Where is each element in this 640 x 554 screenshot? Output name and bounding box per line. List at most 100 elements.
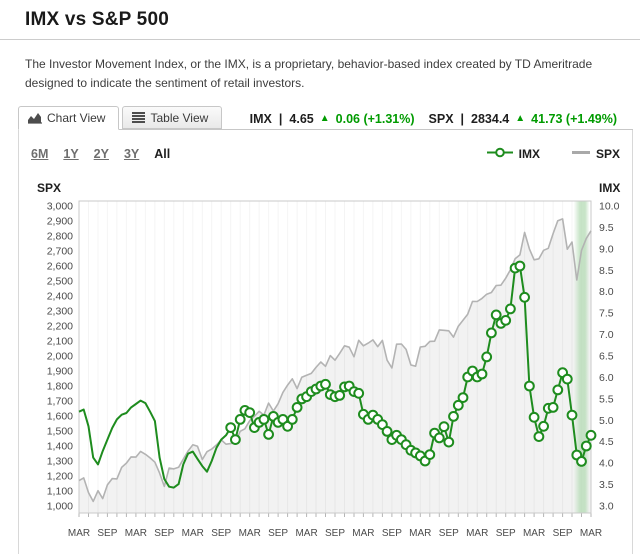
svg-text:SEP: SEP — [268, 528, 288, 539]
imx-vs-spx-chart[interactable]: 3,000 2,900 2,800 2,700 2,600 2,500 2,400 2,300… — [19, 179, 635, 554]
svg-text:2,800: 2,800 — [47, 231, 73, 243]
svg-text:1,500: 1,500 — [47, 426, 73, 438]
svg-text:4.0: 4.0 — [599, 458, 614, 470]
spx-line-series — [78, 218, 592, 503]
svg-text:5.5: 5.5 — [599, 393, 614, 405]
svg-text:MAR: MAR — [239, 528, 261, 539]
range-2y[interactable]: 2Y — [93, 147, 109, 161]
tab-table-view-label: Table View — [150, 110, 209, 125]
range-1y[interactable]: 1Y — [63, 147, 79, 161]
spx-change: 41.73 (+1.49%) — [531, 112, 617, 126]
svg-text:6.5: 6.5 — [599, 351, 614, 363]
tab-table-view[interactable]: Table View — [122, 106, 223, 129]
svg-text:1,200: 1,200 — [47, 471, 73, 483]
svg-text:SEP: SEP — [439, 528, 459, 539]
spx-symbol: SPX — [428, 112, 454, 126]
svg-text:MAR: MAR — [409, 528, 431, 539]
svg-text:9.0: 9.0 — [599, 243, 614, 255]
svg-text:SEP: SEP — [211, 528, 231, 539]
svg-text:1,800: 1,800 — [47, 381, 73, 393]
range-selector: 6M 1Y 2Y 3Y All — [31, 147, 185, 161]
svg-text:2,700: 2,700 — [47, 246, 73, 258]
right-axis-title: IMX — [599, 181, 620, 195]
spx-line-icon — [571, 147, 590, 161]
range-all[interactable]: All — [154, 147, 171, 161]
title-divider — [0, 39, 640, 40]
svg-text:10.0: 10.0 — [599, 201, 620, 213]
svg-text:7.5: 7.5 — [599, 308, 614, 320]
svg-text:MAR: MAR — [466, 528, 488, 539]
svg-text:1,100: 1,100 — [47, 486, 73, 498]
svg-text:SEP: SEP — [382, 528, 402, 539]
chart-widget: Chart View Table View IMX | 4.65 ▲ 0.06 (+… — [18, 106, 633, 554]
svg-text:2,900: 2,900 — [47, 216, 73, 228]
svg-text:MAR: MAR — [295, 528, 317, 539]
spx-area — [79, 218, 591, 513]
left-axis-title: SPX — [37, 181, 61, 195]
svg-text:4.5: 4.5 — [599, 436, 614, 448]
svg-text:MAR: MAR — [352, 528, 374, 539]
imx-markers[interactable] — [225, 260, 597, 467]
separator: | — [460, 112, 465, 126]
plot-border — [78, 200, 592, 514]
svg-text:1,400: 1,400 — [47, 441, 73, 453]
legend-spx[interactable]: SPX — [571, 147, 620, 161]
svg-text:2,400: 2,400 — [47, 291, 73, 303]
svg-text:8.0: 8.0 — [599, 286, 614, 298]
svg-text:7.0: 7.0 — [599, 329, 614, 341]
svg-text:MAR: MAR — [523, 528, 545, 539]
svg-text:3.5: 3.5 — [599, 479, 614, 491]
svg-text:1,600: 1,600 — [47, 411, 73, 423]
page-description: The Investor Movement Index, or the IMX,… — [25, 57, 593, 90]
imx-change: 0.06 (+1.31%) — [335, 112, 415, 126]
range-3y[interactable]: 3Y — [123, 147, 140, 161]
svg-text:3.0: 3.0 — [599, 501, 614, 513]
svg-text:2,000: 2,000 — [47, 351, 73, 363]
svg-text:MAR: MAR — [182, 528, 204, 539]
table-rows-icon — [132, 112, 146, 123]
separator: | — [278, 112, 283, 126]
spx-value: 2834.4 — [471, 112, 510, 126]
svg-text:3,000: 3,000 — [47, 201, 73, 213]
svg-text:1,000: 1,000 — [47, 501, 73, 513]
chart-panel: 6M 1Y 2Y 3Y All IMX SPX — [18, 130, 633, 554]
svg-text:1,300: 1,300 — [47, 456, 73, 468]
right-axis-labels: 10.0 9.5 9.0 8.5 8.0 7.5 7.0 6.5 6.0 5.5 5.0 4.5 4.0… — [599, 201, 620, 513]
imx-value: 4.65 — [289, 112, 314, 126]
svg-text:SEP: SEP — [553, 528, 573, 539]
legend-imx-label: IMX — [518, 147, 540, 161]
svg-text:2,100: 2,100 — [47, 336, 73, 348]
tab-chart-view-label: Chart View — [47, 111, 106, 125]
svg-text:8.5: 8.5 — [599, 265, 614, 277]
legend-spx-label: SPX — [595, 147, 620, 161]
svg-text:5.0: 5.0 — [599, 415, 614, 427]
svg-text:2,600: 2,600 — [47, 261, 73, 273]
svg-text:2,300: 2,300 — [47, 306, 73, 318]
quote-bar: IMX | 4.65 ▲ 0.06 (+1.31%) SPX | 2834.4 ▲ 41… — [250, 112, 633, 129]
tab-chart-view[interactable]: Chart View — [18, 106, 120, 130]
imx-line-marker-icon — [486, 147, 513, 161]
range-6m[interactable]: 6M — [31, 147, 49, 161]
svg-text:2,200: 2,200 — [47, 321, 73, 333]
svg-text:SEP: SEP — [97, 528, 117, 539]
svg-text:9.5: 9.5 — [599, 222, 614, 234]
chart-plot-area[interactable]: 3,000 2,900 2,800 2,700 2,600 2,500 2,400 2,300… — [19, 179, 635, 554]
x-axis-labels: MAR SEP MAR SEP MAR SEP MAR SEP MAR SEP MAR SEP MAR S… — [68, 528, 602, 539]
imx-symbol: IMX — [249, 112, 272, 126]
svg-text:SEP: SEP — [496, 528, 516, 539]
legend-imx[interactable]: IMX — [486, 147, 540, 161]
svg-text:MAR: MAR — [125, 528, 147, 539]
left-axis-labels: 3,000 2,900 2,800 2,700 2,600 2,500 2,400 2,300… — [47, 201, 73, 513]
svg-text:MAR: MAR — [580, 528, 602, 539]
page-title: IMX vs S&P 500 — [25, 9, 169, 30]
x-axis-ticks — [78, 513, 592, 517]
tab-bar: Chart View Table View IMX | 4.65 ▲ 0.06 (+… — [18, 106, 633, 130]
svg-text:MAR: MAR — [68, 528, 90, 539]
svg-text:SEP: SEP — [154, 528, 174, 539]
svg-text:SEP: SEP — [325, 528, 345, 539]
svg-text:6.0: 6.0 — [599, 372, 614, 384]
area-chart-icon — [28, 112, 42, 124]
vertical-gridlines — [88, 201, 582, 513]
spx-up-arrow-icon: ▲ — [515, 112, 526, 124]
